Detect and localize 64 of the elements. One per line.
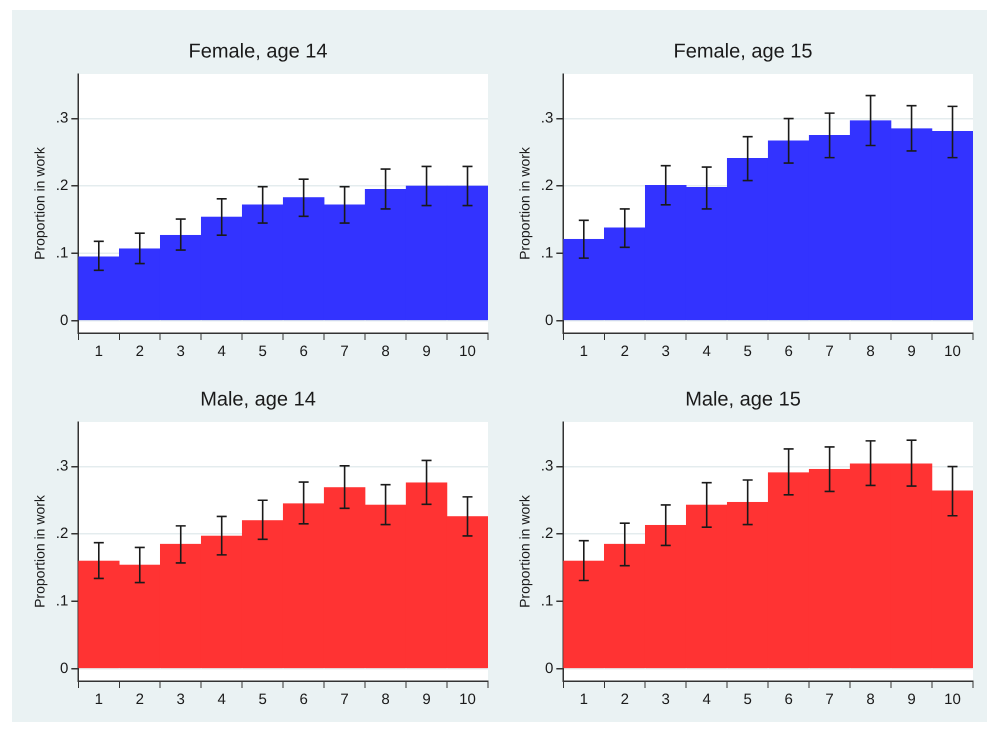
x-tick-label: 5 xyxy=(744,691,752,708)
y-tick-label: .1 xyxy=(540,592,554,610)
y-tick-label: 0 xyxy=(544,312,554,329)
x-tick-label: 9 xyxy=(422,343,431,360)
x-tick-label: 4 xyxy=(218,343,226,360)
y-axis-title: Proportion in work xyxy=(516,146,532,260)
x-tick-label: 2 xyxy=(620,343,629,360)
y-axis-title: Proportion in work xyxy=(31,494,48,608)
x-tick-label: 6 xyxy=(784,691,793,708)
x-tick-label: 8 xyxy=(866,343,875,360)
x-tick-label: 8 xyxy=(381,691,390,708)
x-tick-label: 9 xyxy=(907,691,916,708)
x-tick-label: 5 xyxy=(744,343,752,360)
x-tick-label: 4 xyxy=(702,691,711,708)
x-tick-label: 7 xyxy=(340,343,349,360)
y-tick-label: .1 xyxy=(56,592,68,610)
x-tick-label: 1 xyxy=(94,343,103,360)
x-tick-label: 1 xyxy=(580,343,588,360)
x-tick-label: 4 xyxy=(702,343,711,360)
x-tick-label: 2 xyxy=(620,691,629,708)
y-tick-label: .3 xyxy=(56,458,68,475)
x-tick-label: 3 xyxy=(176,343,185,360)
chart-title: Male, age 15 xyxy=(685,388,801,411)
x-tick-label: 7 xyxy=(340,691,349,708)
y-axis-title: Proportion in work xyxy=(31,146,48,260)
x-tick-label: 4 xyxy=(218,691,226,708)
x-tick-label: 10 xyxy=(944,691,961,708)
x-tick-label: 2 xyxy=(136,691,144,708)
x-tick-label: 5 xyxy=(258,343,267,360)
x-tick-label: 8 xyxy=(866,691,875,708)
x-tick-label: 6 xyxy=(299,691,308,708)
x-tick-label: 3 xyxy=(176,691,185,708)
x-tick-label: 7 xyxy=(825,691,834,708)
x-tick-label: 9 xyxy=(907,343,916,360)
x-tick-label: 6 xyxy=(299,343,308,360)
y-tick-label: 0 xyxy=(544,660,554,677)
x-tick-label: 7 xyxy=(825,343,834,360)
x-tick-label: 10 xyxy=(944,343,961,360)
y-tick-label: .2 xyxy=(540,525,554,542)
x-tick-label: 8 xyxy=(381,343,390,360)
y-tick-label: 0 xyxy=(60,660,68,677)
y-tick-label: .3 xyxy=(56,110,68,127)
y-tick-label: .3 xyxy=(540,458,554,475)
x-tick-label: 3 xyxy=(662,343,670,360)
x-tick-label: 3 xyxy=(662,691,670,708)
x-tick-label: 6 xyxy=(784,343,793,360)
x-tick-label: 2 xyxy=(136,343,144,360)
x-tick-label: 1 xyxy=(580,691,588,708)
chart-title: Male, age 14 xyxy=(200,388,316,411)
x-tick-label: 5 xyxy=(258,691,267,708)
x-tick-label: 9 xyxy=(422,691,431,708)
chart-title: Female, age 14 xyxy=(188,40,328,63)
x-tick-label: 10 xyxy=(459,691,476,708)
y-tick-label: .2 xyxy=(540,177,554,194)
y-axis-title: Proportion in work xyxy=(516,494,532,608)
x-tick-label: 10 xyxy=(459,343,476,360)
y-tick-label: .3 xyxy=(540,110,554,127)
y-tick-label: .1 xyxy=(540,244,554,262)
y-tick-label: .2 xyxy=(56,177,68,194)
y-tick-label: .1 xyxy=(56,244,68,262)
chart-title: Female, age 15 xyxy=(674,40,812,63)
x-tick-label: 1 xyxy=(94,691,103,708)
y-tick-label: 0 xyxy=(60,312,68,329)
y-tick-label: .2 xyxy=(56,525,68,542)
